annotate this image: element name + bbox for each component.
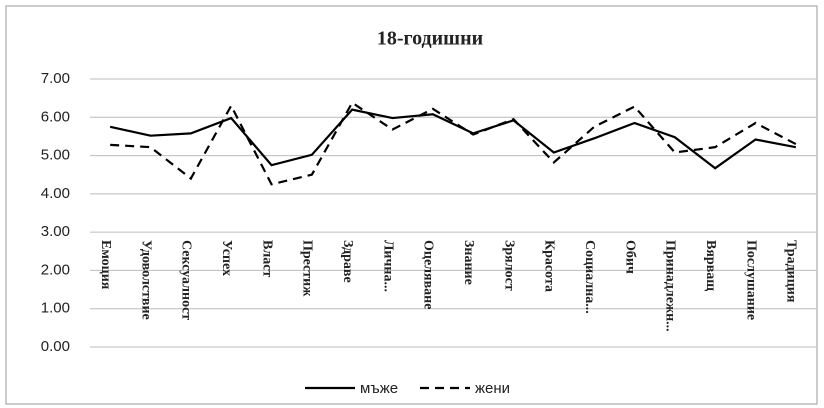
x-tick-label: Удоволствие <box>138 240 153 320</box>
legend-label: жени <box>475 380 510 397</box>
y-tick-label: 6.00 <box>41 108 70 125</box>
x-tick-label: Емоция <box>98 240 113 290</box>
x-tick-label: Традиция <box>784 240 799 303</box>
y-tick-label: 4.00 <box>41 185 70 202</box>
series-line <box>110 101 797 186</box>
x-tick-label: Успех <box>219 240 234 276</box>
x-tick-label: Престиж <box>300 240 315 297</box>
series-line <box>109 108 797 170</box>
x-tick-label: Социална... <box>582 240 597 314</box>
y-tick-label: 2.00 <box>41 261 70 278</box>
legend-label: мъже <box>360 380 398 397</box>
x-tick-label: Обич <box>622 240 637 274</box>
x-tick-label: Сексуалност <box>179 240 194 320</box>
y-tick-label: 1.00 <box>41 300 70 317</box>
x-tick-label: Вярващ <box>703 240 718 291</box>
x-tick-label: Оцеляване <box>421 240 436 309</box>
y-tick-label: 5.00 <box>41 147 70 164</box>
x-tick-label: Власт <box>259 240 274 277</box>
chart-title: 18-годишни <box>377 28 483 50</box>
x-tick-label: Лична... <box>380 240 395 292</box>
x-tick-label: Послушание <box>743 240 758 320</box>
chart-border <box>5 5 818 405</box>
y-tick-label: 7.00 <box>41 70 70 87</box>
x-tick-label: Красота <box>542 240 557 292</box>
y-tick-label: 0.00 <box>41 338 70 355</box>
y-tick-label: 3.00 <box>41 223 70 240</box>
x-tick-label: Знание <box>461 240 476 285</box>
x-tick-label: Зрялост <box>501 240 516 291</box>
x-tick-label: Принадлежн... <box>663 240 678 332</box>
x-tick-label: Здраве <box>340 240 355 283</box>
